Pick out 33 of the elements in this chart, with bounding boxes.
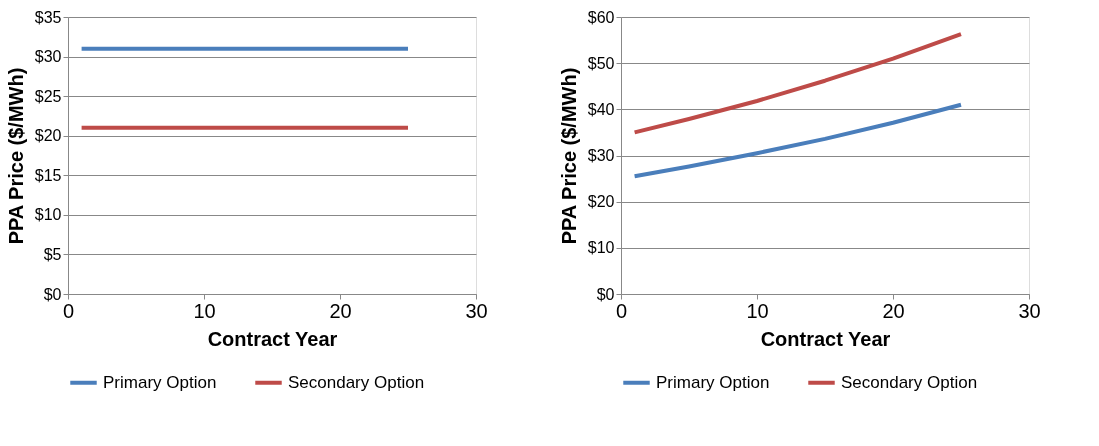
y-tick-label: $20 [34, 127, 62, 145]
y-tick-label: $0 [596, 285, 615, 303]
x-tick-label: 0 [62, 299, 75, 322]
y-tick-label: $25 [34, 87, 62, 105]
x-axis-title: Contract Year [760, 327, 891, 350]
x-axis-title: Contract Year [207, 327, 338, 350]
x-tick-label: 20 [329, 299, 352, 322]
x-tick-label: 0 [615, 299, 628, 322]
y-tick-label: $30 [587, 147, 615, 164]
y-axis-title: PPA Price ($/MWh) [4, 67, 27, 245]
line-series [632, 32, 963, 135]
legend-label: Primary Option [103, 372, 217, 392]
y-tick-label: $30 [34, 48, 62, 66]
x-tick-label: 10 [746, 299, 769, 322]
y-tick-label: $40 [587, 100, 615, 118]
x-tick-label: 20 [882, 299, 905, 322]
y-tick-label: $60 [587, 8, 615, 26]
legend-label: Secondary Option [288, 372, 425, 392]
x-tick-label: 30 [1018, 299, 1041, 322]
x-tick-label: 30 [465, 299, 488, 322]
y-tick-label: $15 [34, 166, 62, 184]
y-axis-title: PPA Price ($/MWh) [557, 67, 580, 245]
legend-label: Secondary Option [841, 372, 978, 392]
y-tick-label: $0 [43, 285, 62, 303]
line-series [632, 102, 963, 179]
y-tick-label: $20 [587, 193, 615, 211]
y-tick-label: $50 [587, 54, 615, 72]
y-tick-label: $5 [43, 245, 62, 263]
legend-label: Primary Option [656, 372, 770, 392]
y-tick-label: $35 [34, 8, 62, 26]
y-tick-label: $10 [34, 206, 62, 224]
x-tick-label: 10 [193, 299, 216, 322]
y-tick-label: $10 [587, 239, 615, 257]
